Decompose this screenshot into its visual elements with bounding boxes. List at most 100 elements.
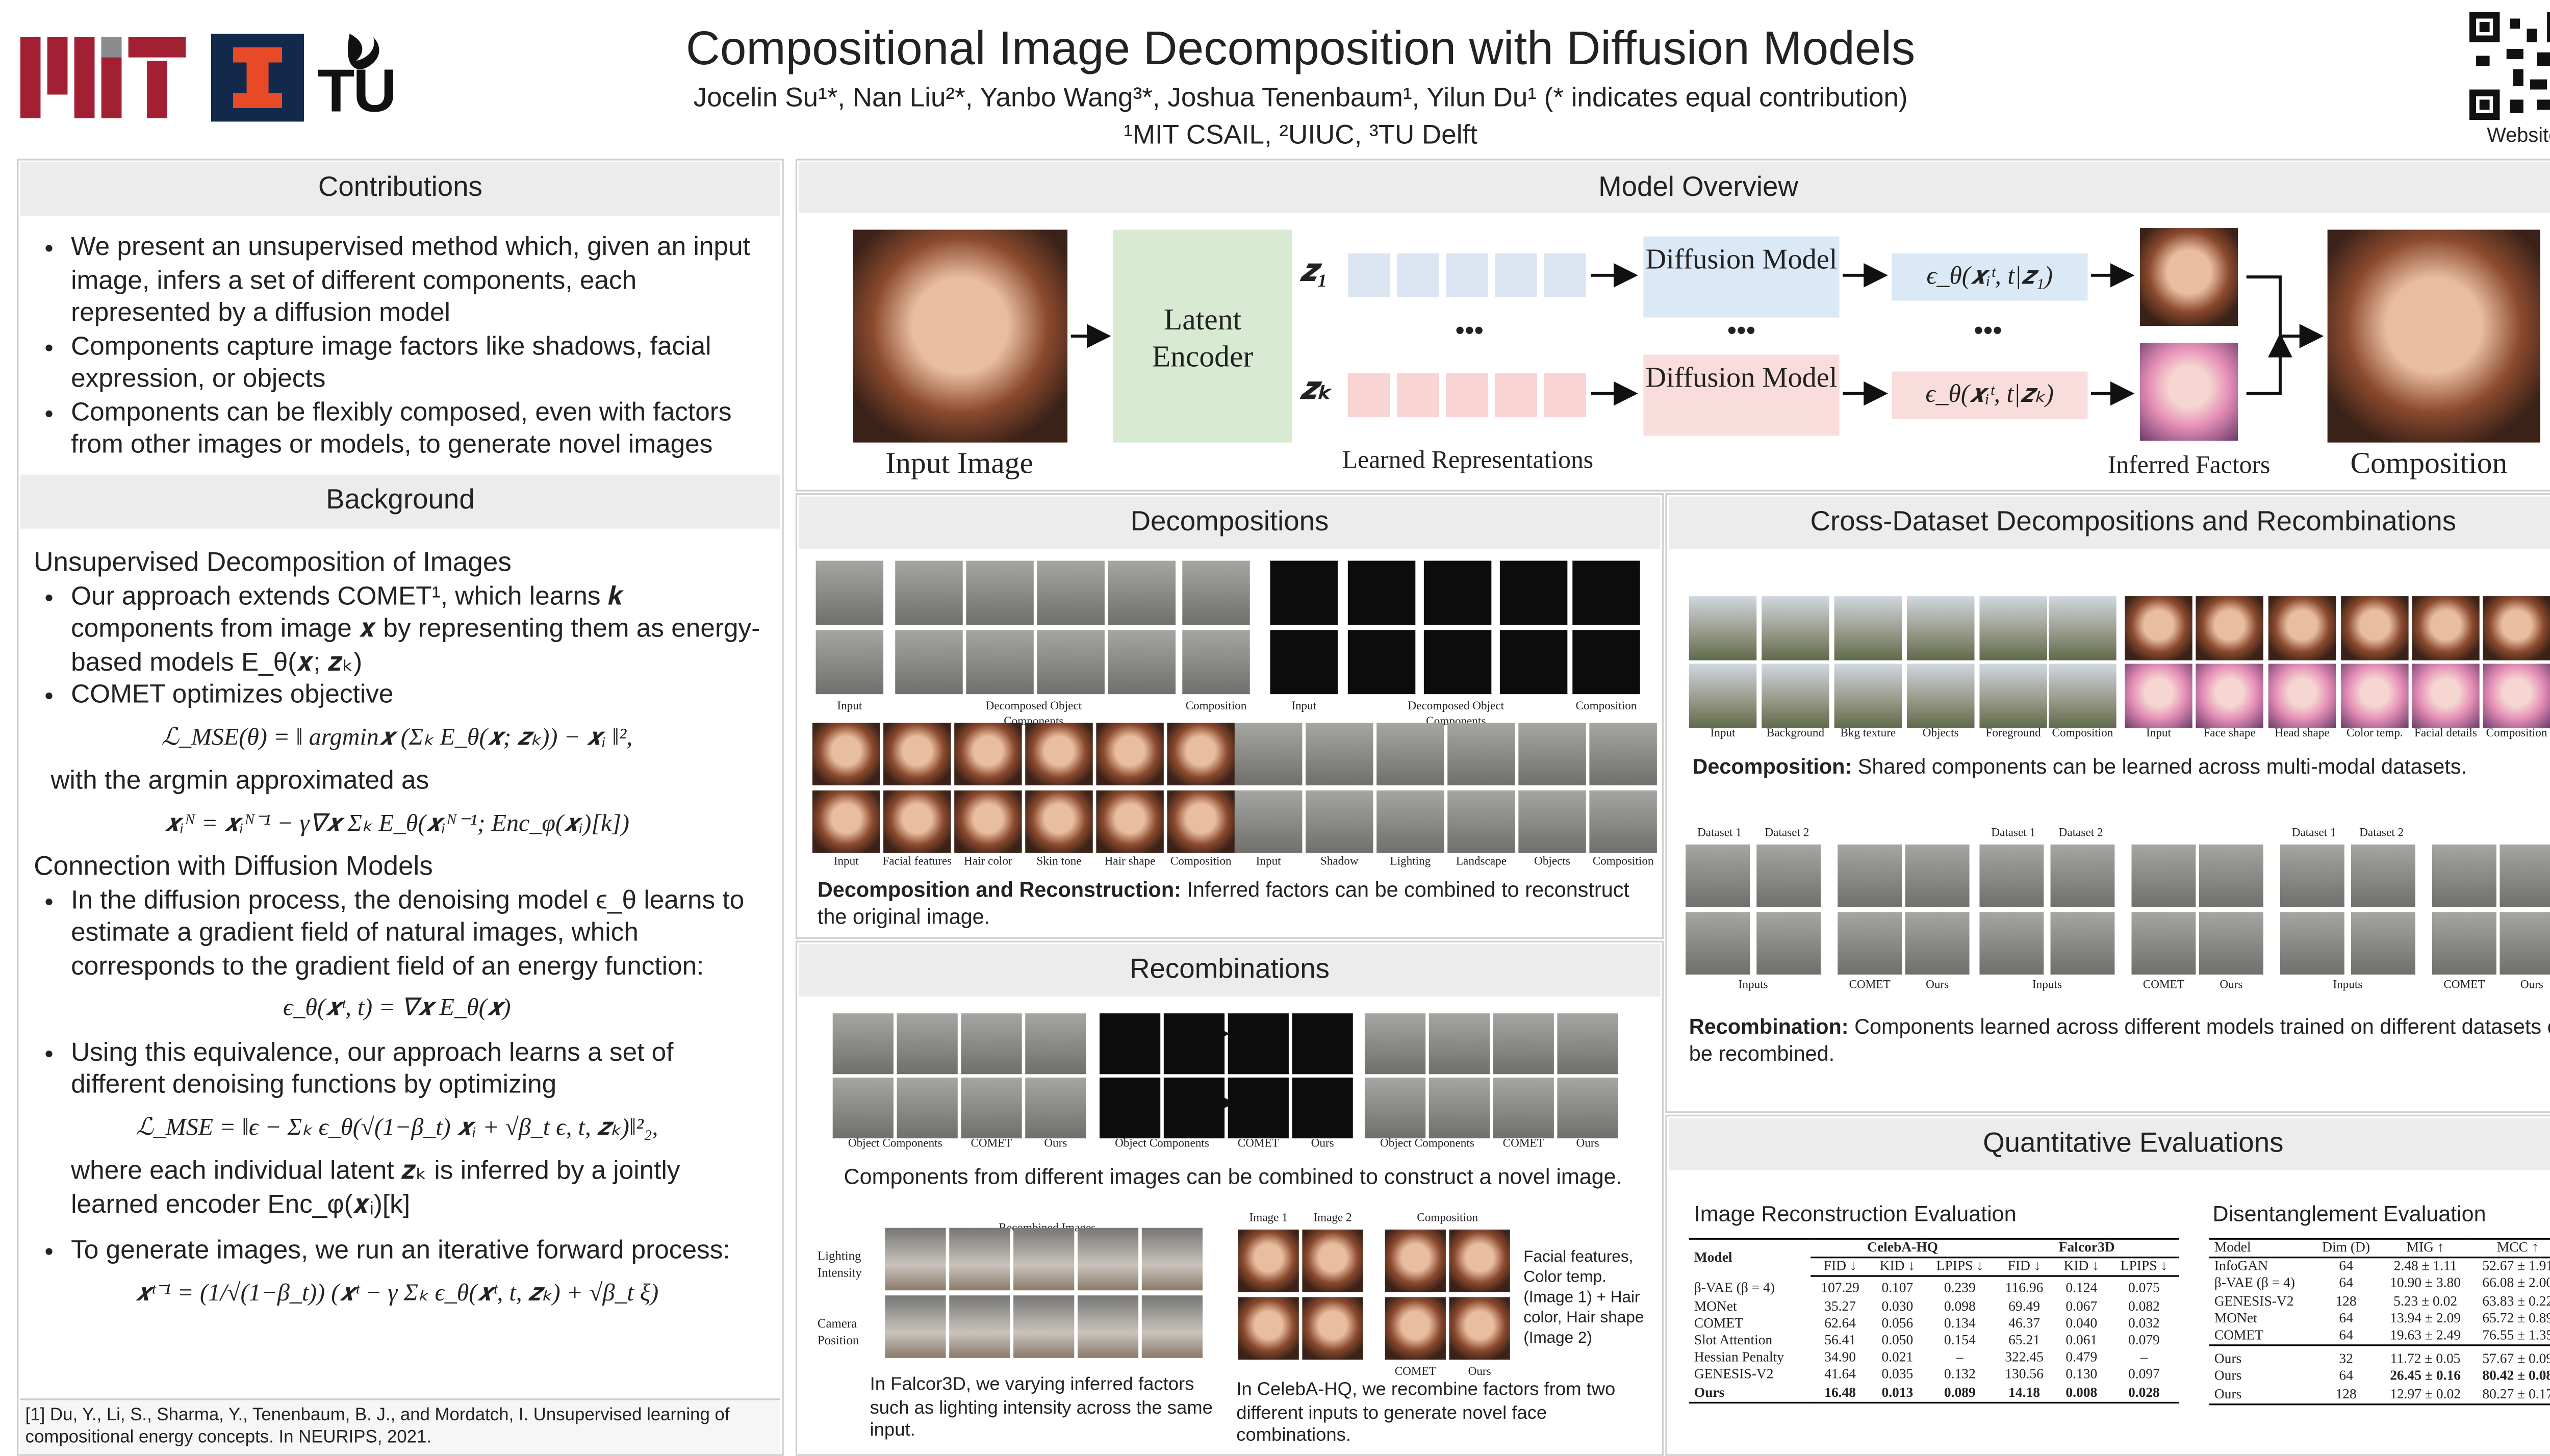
thumbnail <box>1292 1013 1353 1075</box>
thumbnail <box>2268 663 2336 728</box>
thumbnail <box>897 1013 958 1075</box>
thumbnail <box>1013 1228 1075 1291</box>
image-label: Hair color <box>964 854 1012 869</box>
image-label: Foreground <box>1985 726 2041 740</box>
table-cell: 57.67 ± 0.09 <box>2471 1344 2550 1369</box>
table-cell: 56.41 <box>1824 1333 1856 1348</box>
thumbnail <box>1907 596 1975 660</box>
table-cell: 64 <box>2339 1258 2353 1274</box>
image-label: Composition <box>1417 1211 1478 1225</box>
table-cell: 80.27 ± 0.17 <box>2482 1386 2550 1401</box>
table-cell: 34.90 <box>1824 1349 1856 1365</box>
image-label: Input <box>2146 726 2171 740</box>
image-label: Composition <box>1592 854 1654 869</box>
image-label: Ours <box>1576 1136 1599 1151</box>
table-row: β-VAE (β = 4) 64 10.90 ± 3.80 66.08 ± 2.00 <box>2209 1276 2550 1293</box>
thumbnail <box>1238 1297 1299 1360</box>
thumbnail <box>1518 723 1586 785</box>
table-cell: 0.154 <box>1944 1333 1976 1348</box>
table-cell: 63.83 ± 0.22 <box>2482 1293 2550 1309</box>
bullet-list: We present an unsupervised method which,… <box>34 232 760 462</box>
table-cell: COMET <box>2214 1327 2263 1343</box>
image-label: Object Components <box>1380 1136 1474 1151</box>
table-cell: COMET <box>1694 1315 1743 1331</box>
image-label: Dataset 2 <box>2058 826 2103 839</box>
image-label: Composition <box>1170 854 1232 869</box>
table-row: MONet 35.27 0.030 0.098 69.49 0.067 0.082 <box>1689 1298 2179 1315</box>
thumbnail <box>1756 912 1821 975</box>
section-header: Decompositions <box>799 496 1661 549</box>
thumbnail <box>949 1295 1010 1358</box>
table-cell: Dim (D) <box>2313 1239 2380 1259</box>
logo-text: TU <box>317 56 397 125</box>
thumbnail <box>2050 844 2115 907</box>
table-cell: 130.56 <box>2005 1367 2044 1383</box>
background-content: Unsupervised Decomposition of Images Our… <box>34 541 760 1321</box>
image-label: Composition <box>2486 726 2547 740</box>
image-label: Learned Representations <box>1342 447 1594 475</box>
section-header: Cross-Dataset Decompositions and Recombi… <box>1669 496 2550 549</box>
thumbnail <box>1447 790 1515 853</box>
thumbnail <box>961 1077 1022 1139</box>
caption-text: Shared components can be learned across … <box>1852 755 2467 779</box>
table-cell: 19.63 ± 2.49 <box>2390 1327 2461 1343</box>
encoder-box <box>1113 229 1292 443</box>
image-label: Head shape <box>2275 726 2330 740</box>
thumbnail <box>1493 1077 1554 1139</box>
thumbnail <box>1025 723 1093 785</box>
table-cell: 0.032 <box>2128 1315 2160 1331</box>
reference: [1] Du, Y., Li, S., Sharma, Y., Tenenbau… <box>25 1405 730 1448</box>
table-cell: 66.08 ± 2.00 <box>2482 1275 2550 1291</box>
table-cell: 0.035 <box>1881 1367 1914 1383</box>
table-row: β-VAE (β = 4) 107.29 0.107 0.239 116.96 0.124… <box>1689 1276 2179 1298</box>
latent-cell <box>1347 253 1390 297</box>
thumbnail <box>1838 912 1902 975</box>
table-cell: 46.37 <box>2008 1315 2040 1331</box>
thumbnail <box>1077 1228 1139 1291</box>
thumbnail <box>1270 630 1338 695</box>
thumbnail <box>1449 1229 1510 1292</box>
table-cell: 5.23 ± 0.02 <box>2393 1293 2458 1309</box>
thumbnail <box>1686 912 1750 975</box>
table-row: Ours 64 26.45 ± 0.16 80.42 ± 0.08 <box>2209 1369 2550 1386</box>
thumbnail <box>1141 1228 1203 1291</box>
thumbnail <box>1979 663 2047 728</box>
thumbnail <box>1589 723 1657 785</box>
table-cell: Slot Attention <box>1694 1333 1773 1348</box>
image-label: Input <box>1710 726 1736 740</box>
table-cell: Ours <box>2209 1344 2313 1369</box>
thumbnail <box>961 1013 1022 1075</box>
table-cell: InfoGAN <box>2214 1258 2268 1274</box>
diffusion-label: Diffusion Model <box>1645 361 1838 394</box>
equation: ℒ_MSE = ‖ϵ − Σₖ ϵ_θ(√(1−β_t) 𝒙ᵢ + √β_t ϵ… <box>136 1114 658 1141</box>
thumbnail <box>1756 844 1821 907</box>
equation: 𝒙ᵢᴺ = 𝒙ᵢᴺ⁻¹ − γ∇𝒙 Σₖ E_θ(𝒙ᵢᴺ⁻¹; Enc_φ(𝒙ᵢ… <box>164 810 630 837</box>
table-cell: 0.239 <box>1944 1281 1976 1296</box>
thumbnail <box>1163 1077 1225 1139</box>
thumbnail <box>1907 663 1975 728</box>
encoder-label: Latent Encoder <box>1152 302 1254 373</box>
table-cell: 0.124 <box>2066 1281 2098 1296</box>
table-cell: 0.050 <box>1881 1333 1914 1348</box>
caption-bold: Decomposition: <box>1692 755 1852 779</box>
row-label: Lighting Intensity <box>817 1248 862 1281</box>
image-label: Ours <box>1926 978 1949 992</box>
image-label: Dataset 1 <box>2291 826 2336 839</box>
thumbnail <box>1167 723 1235 785</box>
table-cell: 14.18 <box>2008 1384 2040 1400</box>
thumbnail <box>1270 560 1338 625</box>
table-cell: 0.097 <box>2128 1367 2160 1383</box>
thumbnail <box>1499 630 1568 695</box>
image-label: Objects <box>1534 854 1570 869</box>
bullet: To generate images, we run an iterative … <box>71 1235 760 1268</box>
image-label: Lighting <box>1390 854 1431 869</box>
image-label: Composition <box>1575 699 1637 713</box>
header-row: Model CelebA-HQ Falcor3D <box>1689 1239 2179 1265</box>
bullet: Components capture image factors like sh… <box>71 330 760 396</box>
image-label: Face shape <box>2203 726 2256 740</box>
thumbnail <box>1557 1013 1618 1075</box>
table-cell: FID ↓ <box>1995 1258 2054 1278</box>
caption-text: Components learned across different mode… <box>1689 1015 2550 1066</box>
thumbnail <box>966 630 1034 695</box>
section-header: Quantitative Evaluations <box>1669 1118 2550 1171</box>
